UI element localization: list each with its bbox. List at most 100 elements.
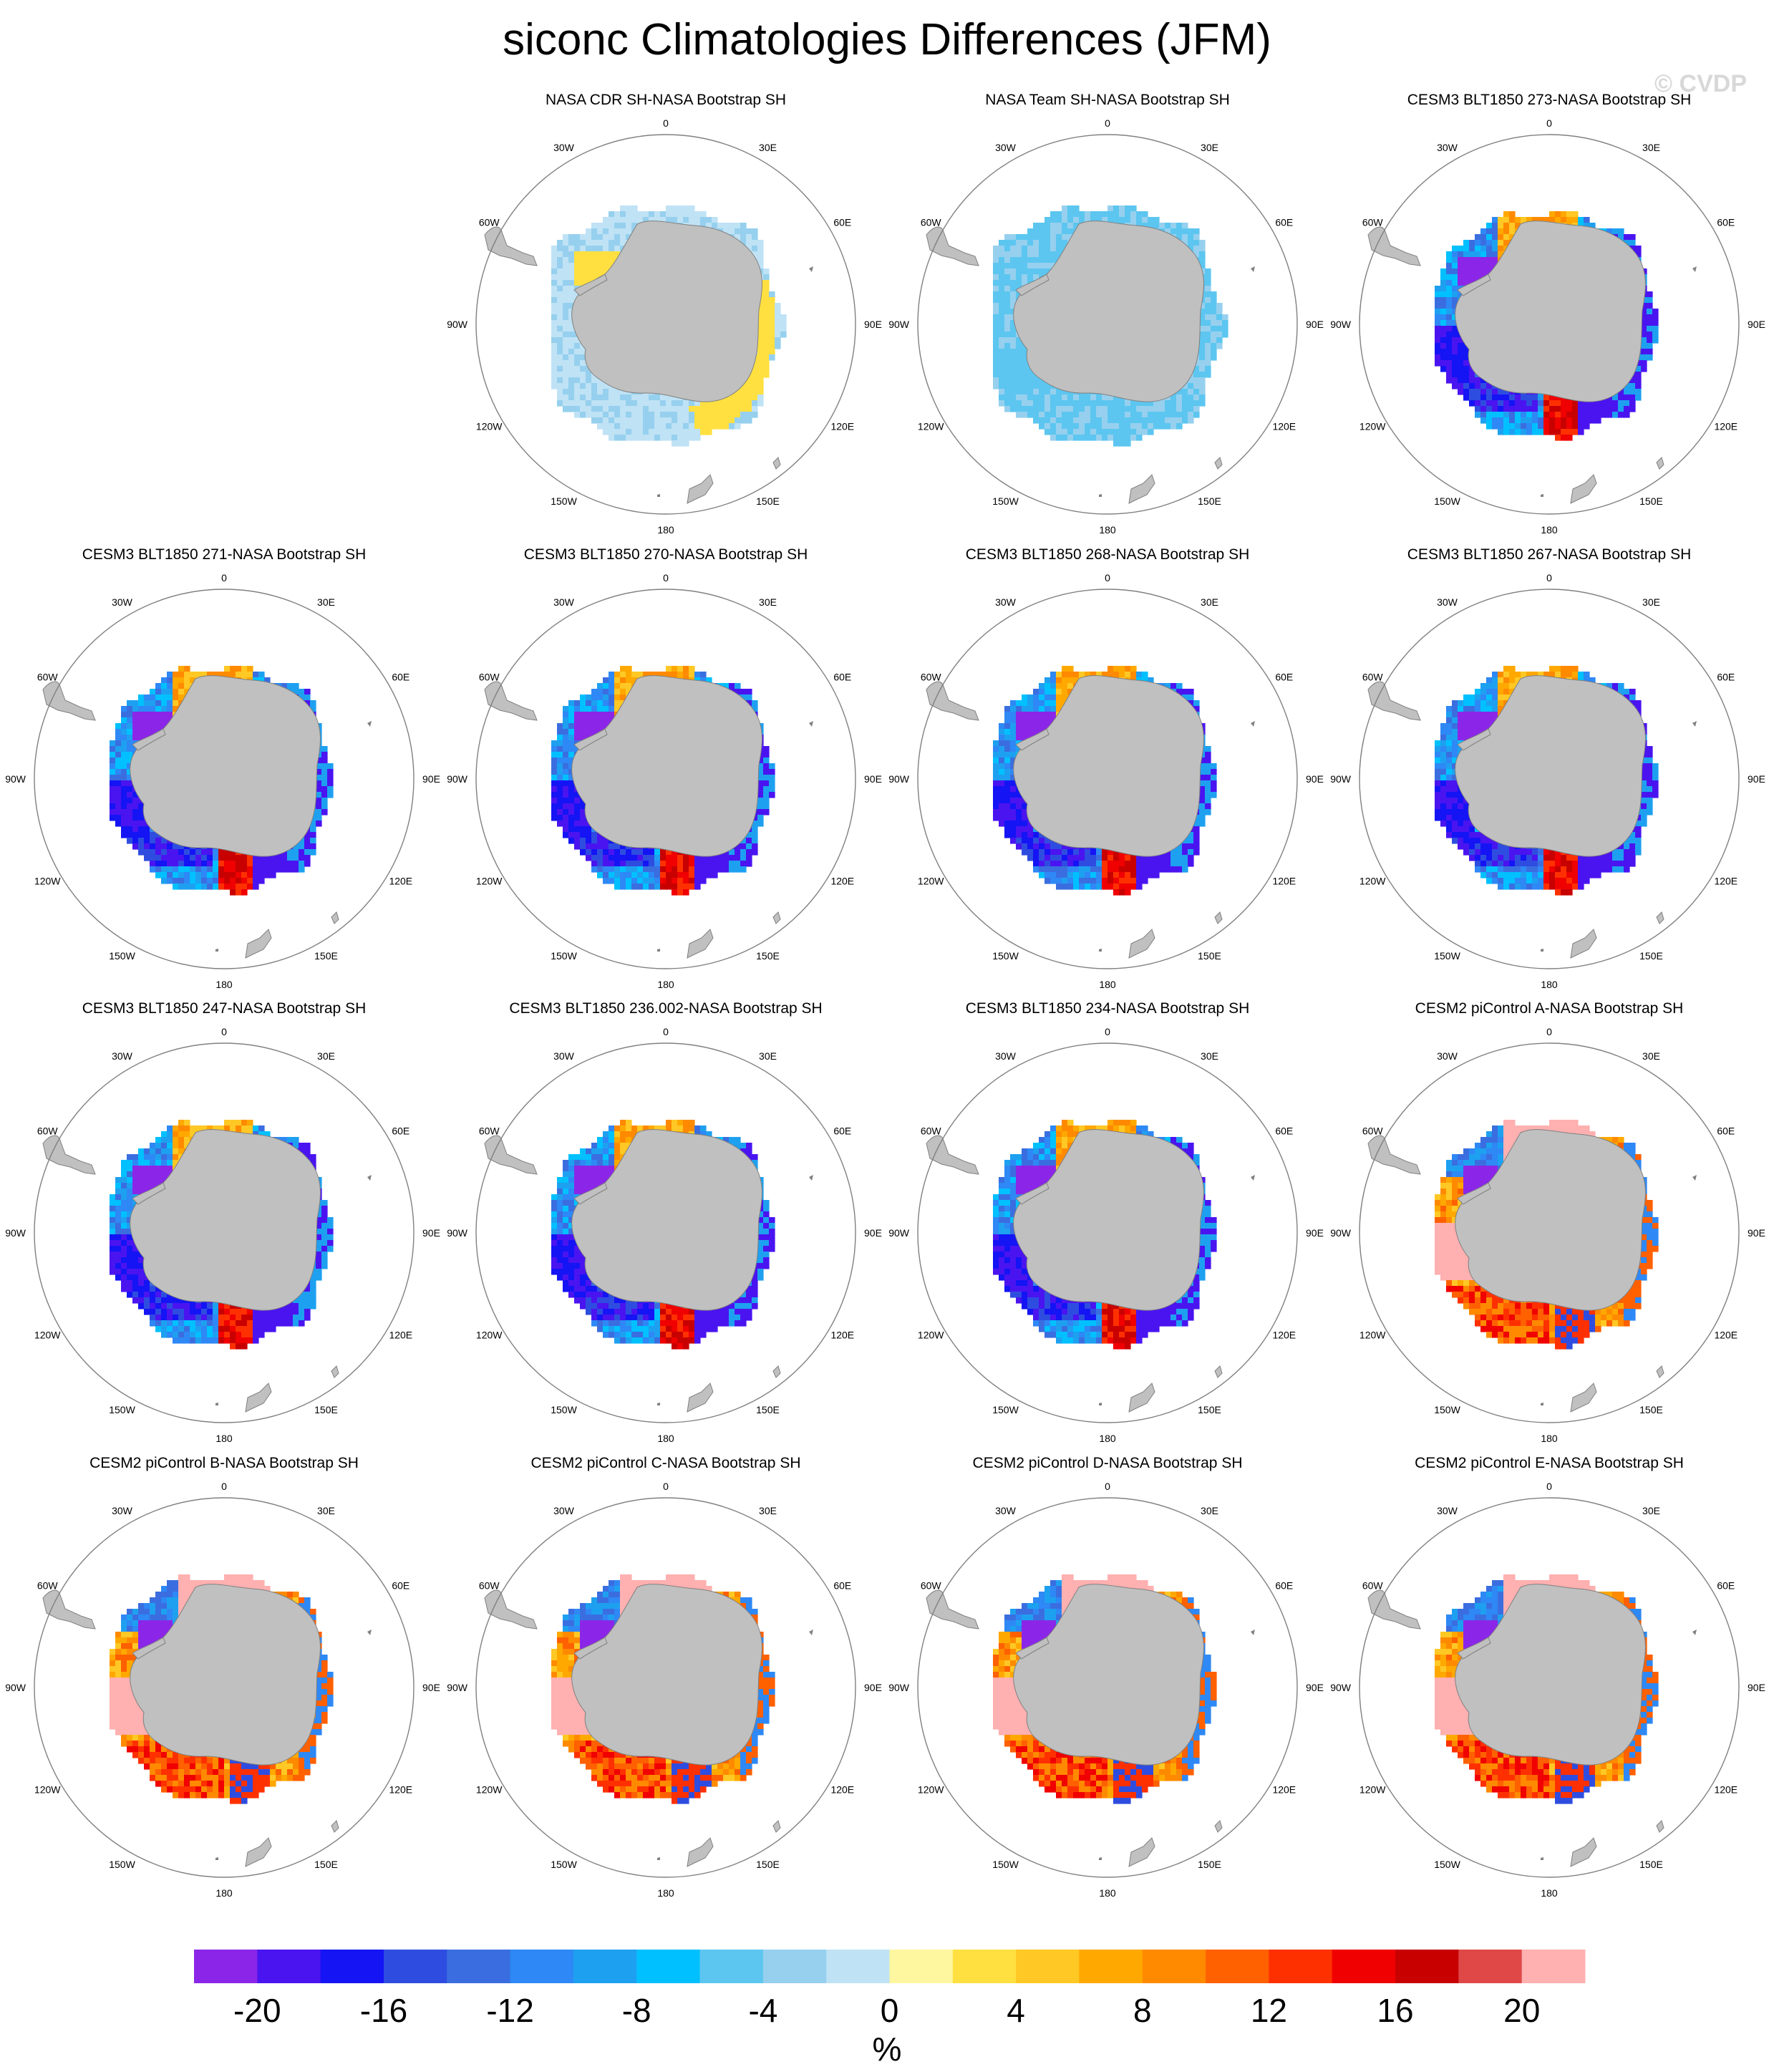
ice-cell: [563, 303, 569, 309]
ice-cell: [155, 723, 162, 730]
ice-cell: [614, 217, 621, 223]
ice-cell: [201, 672, 208, 678]
longitude-label: 90W: [1330, 319, 1352, 330]
ice-cell: [1085, 423, 1091, 430]
ice-cell: [689, 217, 695, 223]
ice-cell: [1182, 412, 1188, 418]
ice-cell: [1062, 423, 1068, 430]
ice-cell: [1509, 429, 1516, 435]
ice-cell: [121, 803, 127, 810]
ice-cell: [574, 360, 581, 367]
ice-cell: [631, 211, 638, 218]
ice-cell: [620, 217, 626, 223]
ice-cell: [321, 786, 328, 793]
ice-cell: [115, 752, 122, 758]
ice-cell: [161, 717, 168, 724]
ice-cell: [1222, 331, 1228, 338]
ice-cell: [1492, 240, 1498, 246]
ice-cell: [614, 251, 621, 258]
ice-cell: [1492, 412, 1498, 418]
ice-cell: [1044, 417, 1051, 424]
ice-cell: [1107, 406, 1114, 412]
ice-cell: [1435, 349, 1441, 355]
ice-cell: [1016, 360, 1022, 367]
ice-cell: [1635, 366, 1642, 372]
ice-cell: [666, 394, 672, 401]
ice-cell: [127, 700, 133, 707]
ice-cell: [603, 268, 609, 275]
ice-cell: [1004, 377, 1011, 384]
ice-cell: [1452, 291, 1458, 298]
ice-cell: [1211, 291, 1217, 298]
ice-cell: [735, 400, 741, 407]
ice-cell: [1148, 223, 1154, 229]
ice-cell: [1027, 377, 1034, 384]
ice-cell: [1543, 412, 1550, 418]
ice-cell: [321, 775, 328, 781]
ice-cell: [1085, 429, 1091, 435]
ice-cell: [1050, 246, 1057, 252]
ice-cell: [694, 412, 701, 418]
ice-cell: [1039, 228, 1045, 235]
ice-cell: [1446, 331, 1453, 338]
ice-cell: [1199, 389, 1206, 395]
ice-cell: [1205, 349, 1211, 355]
ice-cell: [1532, 394, 1538, 401]
ice-cell: [649, 406, 655, 412]
ice-cell: [614, 435, 621, 441]
ice-cell: [1188, 389, 1194, 395]
ice-cell: [1492, 423, 1498, 430]
ice-cell: [1452, 349, 1458, 355]
ice-cell: [1113, 211, 1120, 218]
ice-cell: [1216, 320, 1223, 326]
ice-cell: [264, 677, 271, 684]
ice-cell: [1526, 217, 1533, 223]
ice-cell: [1458, 349, 1464, 355]
ice-cell: [563, 394, 569, 401]
ice-cell: [557, 291, 563, 298]
ice-cell: [138, 700, 145, 707]
ice-cell: [1113, 423, 1120, 430]
ice-cell: [769, 354, 775, 361]
ice-cell: [993, 263, 999, 269]
longitude-label: 30W: [553, 142, 575, 153]
ice-cell: [763, 326, 770, 332]
ice-cell: [769, 320, 775, 326]
longitude-label: 150E: [1198, 495, 1221, 507]
ice-cell: [1056, 400, 1062, 407]
ice-cell: [1199, 360, 1206, 367]
ice-cell: [1193, 251, 1200, 258]
ice-cell: [769, 349, 775, 355]
ice-cell: [1004, 389, 1011, 395]
ice-cell: [563, 234, 569, 241]
ice-cell: [1096, 417, 1102, 424]
ice-cell: [557, 349, 563, 355]
ice-cell: [253, 672, 259, 678]
ice-cell: [1641, 303, 1647, 309]
ice-cell: [586, 257, 592, 263]
ice-cell: [574, 240, 581, 246]
ice-cell: [717, 423, 724, 430]
ice-cell: [1027, 400, 1034, 407]
ice-cell: [712, 417, 718, 424]
ice-cell: [1027, 234, 1034, 241]
ice-cell: [1022, 240, 1028, 246]
ice-cell: [723, 417, 730, 424]
ice-cell: [1079, 435, 1085, 441]
ice-cell: [740, 383, 747, 389]
ice-cell: [740, 240, 747, 246]
ice-cell: [1469, 263, 1475, 269]
ice-cell: [683, 406, 689, 412]
ice-cell: [1125, 440, 1131, 447]
ice-cell: [1469, 389, 1475, 395]
ice-cell: [649, 423, 655, 430]
ice-cell: [1475, 251, 1481, 258]
ice-cell: [1182, 400, 1188, 407]
ice-cell: [1205, 366, 1211, 372]
ice-cell: [184, 677, 190, 684]
ice-cell: [1165, 417, 1171, 424]
ice-cell: [1016, 268, 1022, 275]
ice-cell: [293, 683, 299, 689]
ice-cell: [563, 314, 569, 321]
ice-cell: [1452, 268, 1458, 275]
